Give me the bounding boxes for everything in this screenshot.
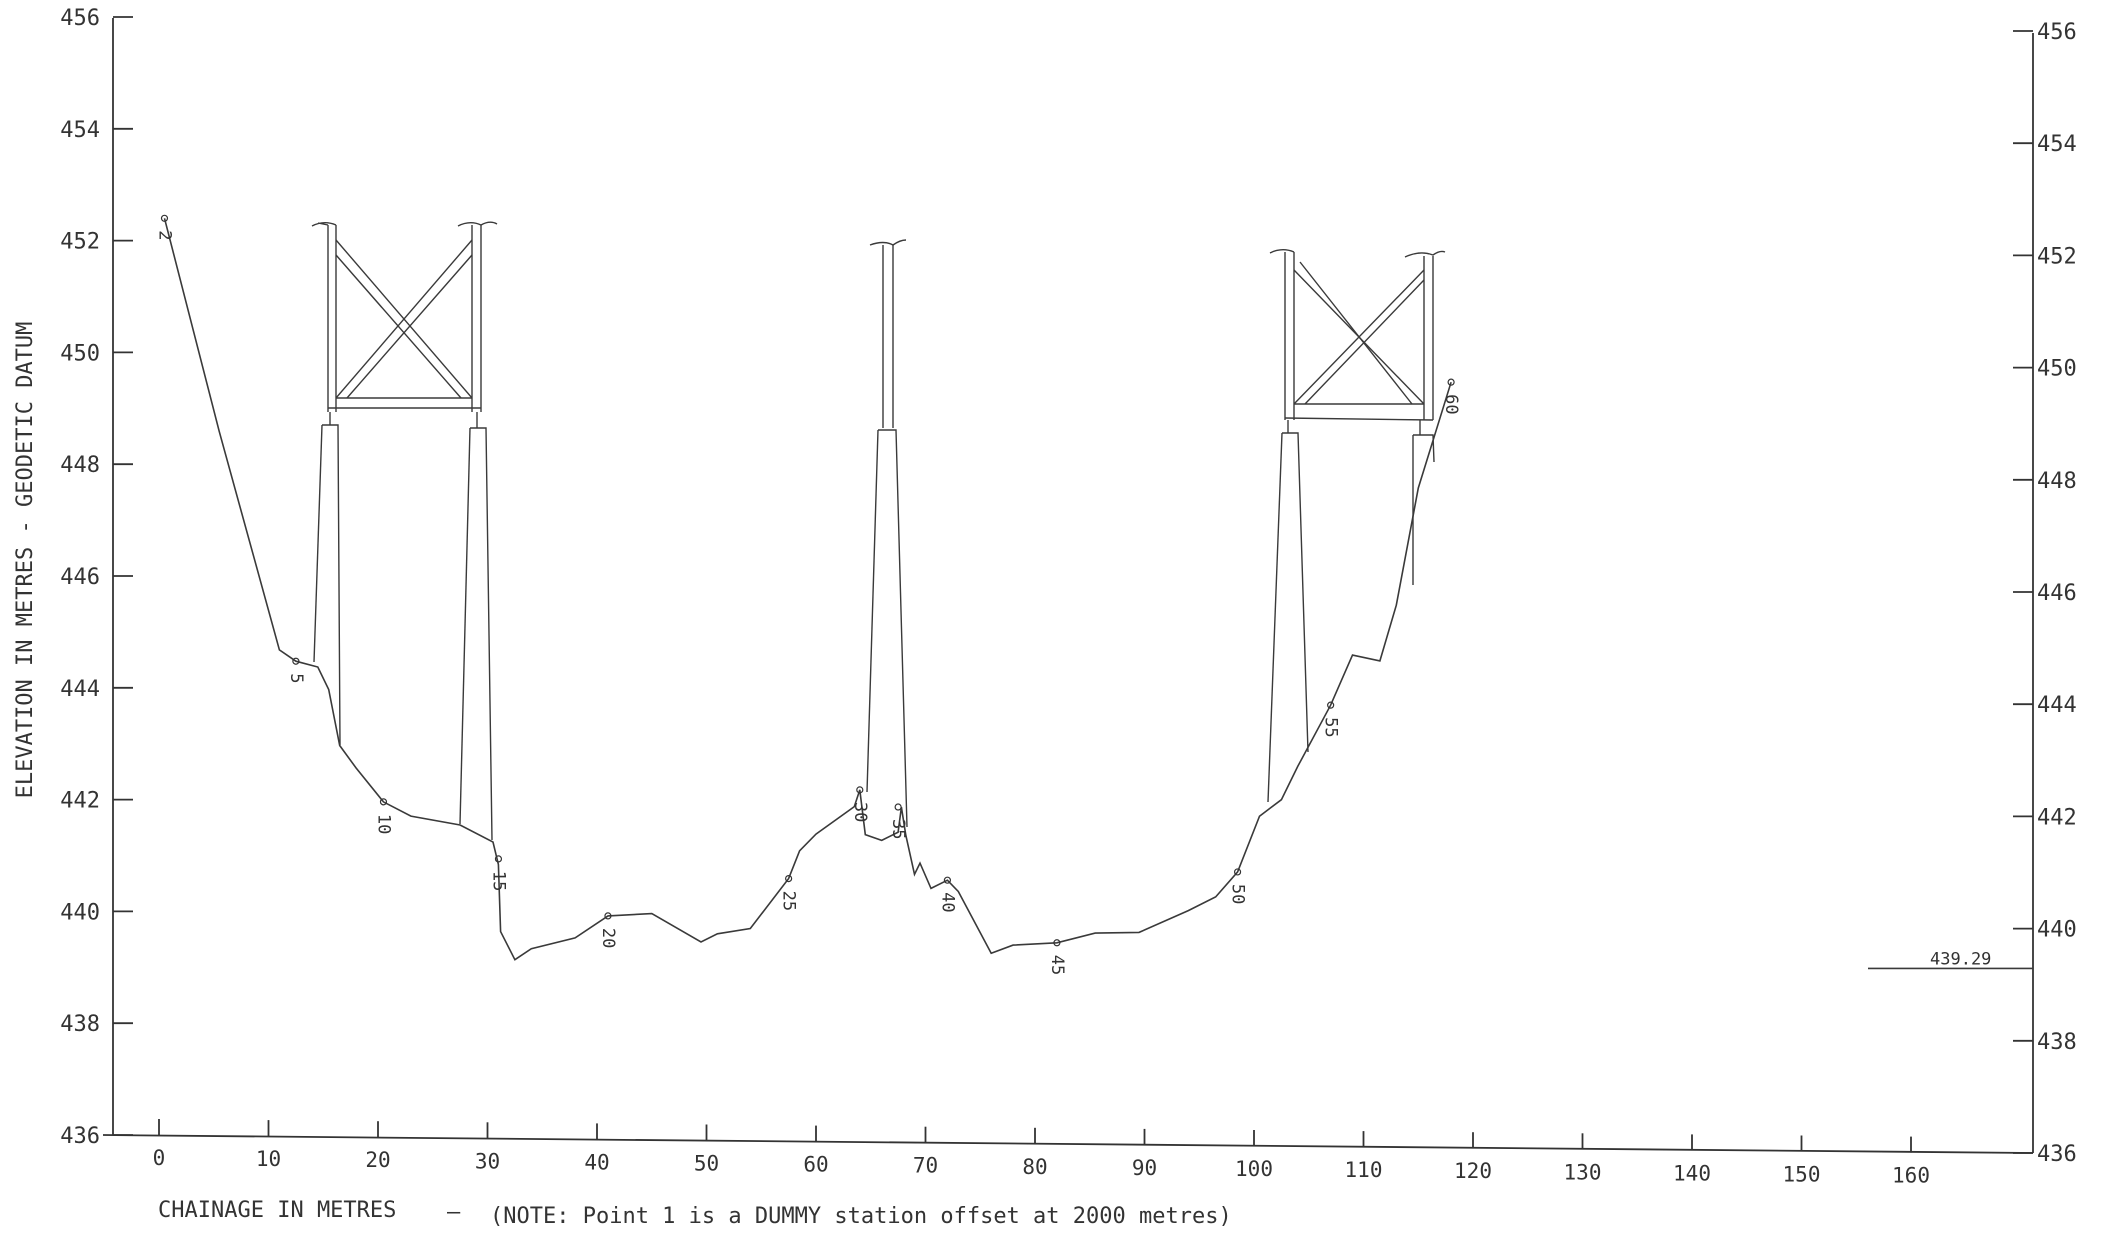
station-marker-10 <box>379 798 388 806</box>
y-tick-label-right-452: 452 <box>2037 244 2077 269</box>
y-tick-label-right-448: 448 <box>2037 469 2077 494</box>
y-tick-label-right-442: 442 <box>2037 805 2077 830</box>
station-label-2: 2 <box>154 230 174 240</box>
x-tick-label-70: 70 <box>913 1154 938 1178</box>
station-label-55: 55 <box>1321 717 1341 737</box>
station-marker-30 <box>856 786 864 794</box>
y-tick-label-right-438: 438 <box>2037 1030 2077 1055</box>
x-tick-label-130: 130 <box>1564 1160 1602 1184</box>
y-tick-label-left-440: 440 <box>60 900 100 925</box>
x-tick-label-20: 20 <box>365 1148 390 1172</box>
y-tick-label-left-452: 452 <box>60 230 100 255</box>
station-marker-5 <box>292 657 300 665</box>
station-marker-25 <box>785 874 793 883</box>
station-marker-40 <box>943 876 952 884</box>
water-level-label: 439.29 <box>1930 949 1991 969</box>
x-tick-label-0: 0 <box>153 1146 166 1170</box>
x-tick-label-30: 30 <box>475 1149 500 1173</box>
station-label-40: 40 <box>937 892 957 912</box>
x-tick-label-50: 50 <box>694 1152 719 1176</box>
bridge-tower-right <box>1267 249 1446 803</box>
station-label-35: 35 <box>888 819 908 839</box>
station-marker-45 <box>1053 939 1061 947</box>
station-label-10: 10 <box>373 814 393 834</box>
y-tick-label-right-446: 446 <box>2037 581 2077 606</box>
x-tick-group: 0 10 20 30 40 50 60 70 80 90 100 110 120 130 140 150 160 <box>153 1119 1930 1188</box>
y-tick-label-left-456: 456 <box>60 6 100 31</box>
station-label-60: 60 <box>1441 394 1461 414</box>
station-label-15: 15 <box>488 871 508 891</box>
x-tick-label-80: 80 <box>1022 1155 1047 1179</box>
x-axis-note: (NOTE: Point 1 is a DUMMY station offset… <box>490 1204 1232 1229</box>
y-tick-label-right-444: 444 <box>2037 693 2077 718</box>
station-marker-20 <box>604 912 612 920</box>
y-tick-label-left-448: 448 <box>60 453 100 478</box>
y-tick-label-left-446: 446 <box>60 565 100 590</box>
right-tick-group: 436 438 440 442 444 446 448 450 452 454 456 <box>2013 20 2077 1167</box>
ground-profile-group <box>163 218 1452 961</box>
x-tick-label-90: 90 <box>1132 1156 1157 1180</box>
station-marker-55 <box>1327 701 1335 709</box>
bottom-axis <box>102 1134 2034 1154</box>
x-tick-label-140: 140 <box>1673 1161 1711 1185</box>
y-tick-label-left-436: 436 <box>60 1124 100 1149</box>
station-marker-60 <box>1447 378 1455 386</box>
station-label-45: 45 <box>1047 955 1067 975</box>
station-label-30: 30 <box>850 802 870 822</box>
x-tick-label-150: 150 <box>1783 1163 1821 1187</box>
x-tick-label-60: 60 <box>803 1153 828 1177</box>
station-label-20: 20 <box>598 928 618 948</box>
station-marker-50 <box>1233 868 1242 876</box>
bridge-pier-center <box>866 239 908 828</box>
y-axis-title: ELEVATION IN METRES - GEODETIC DATUM <box>13 322 38 799</box>
station-label-5: 5 <box>286 673 306 683</box>
x-axis-title: CHAINAGE IN METRES <box>158 1198 396 1223</box>
station-marker-35 <box>894 803 902 811</box>
left-tick-group: 436 438 440 442 444 446 448 450 452 454 456 <box>60 6 133 1149</box>
y-tick-label-right-436: 436 <box>2037 1142 2077 1167</box>
y-tick-label-left-444: 444 <box>60 677 100 702</box>
station-marker-15 <box>494 855 503 863</box>
x-tick-label-100: 100 <box>1235 1157 1273 1181</box>
y-tick-label-left-442: 442 <box>60 789 100 814</box>
station-label-50: 50 <box>1228 884 1248 904</box>
y-tick-label-left-438: 438 <box>60 1012 100 1037</box>
x-tick-label-160: 160 <box>1892 1164 1930 1188</box>
bridge-tower-left <box>311 221 498 841</box>
station-marker-2 <box>160 214 169 222</box>
y-tick-label-left-450: 450 <box>60 341 100 366</box>
x-tick-label-40: 40 <box>584 1150 609 1174</box>
ground-profile-line <box>163 218 1452 961</box>
y-tick-label-right-440: 440 <box>2037 918 2077 943</box>
x-tick-label-120: 120 <box>1454 1159 1492 1183</box>
y-tick-label-right-456: 456 <box>2037 20 2077 45</box>
y-tick-label-right-454: 454 <box>2037 132 2077 157</box>
station-label-25: 25 <box>779 891 799 911</box>
x-tick-label-10: 10 <box>256 1147 281 1171</box>
y-tick-label-right-450: 450 <box>2037 357 2077 382</box>
x-tick-label-110: 110 <box>1345 1158 1383 1182</box>
x-axis-separator: – <box>447 1200 461 1225</box>
y-tick-label-left-454: 454 <box>60 118 100 143</box>
